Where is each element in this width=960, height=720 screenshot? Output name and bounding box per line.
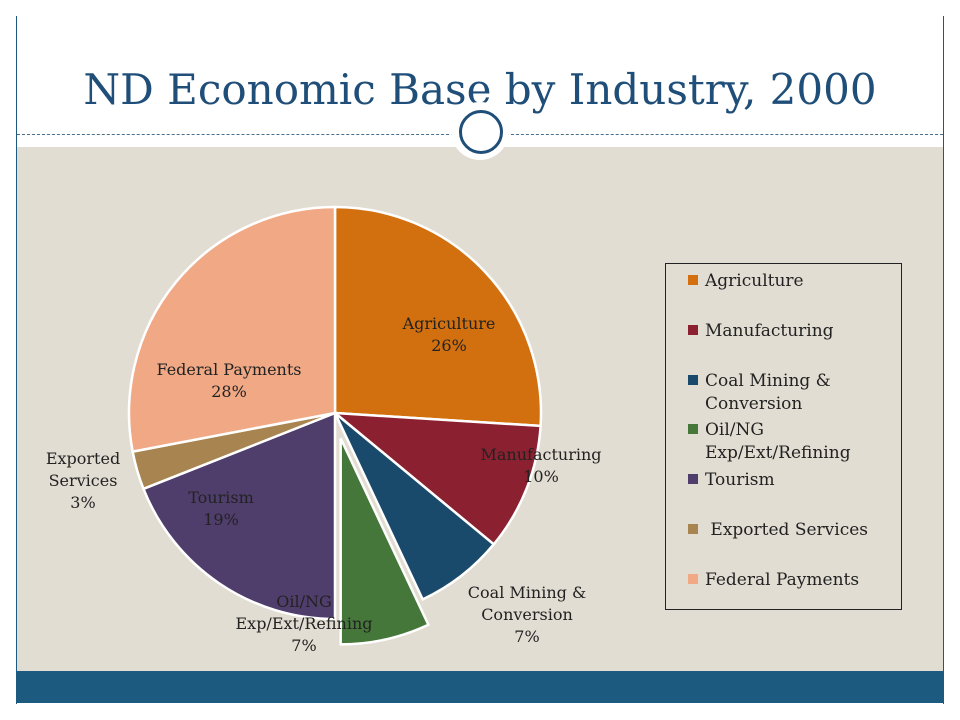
- pie-slice-coal-mining-conversion: [333, 412, 496, 602]
- data-label-exported-services: Exported Services 3%: [46, 449, 120, 512]
- data-label-coal-mining-conversion: Coal Mining & Conversion 7%: [468, 583, 586, 646]
- pie-slice-agriculture: [333, 205, 543, 428]
- legend-item-exported-services: Exported Services: [688, 519, 868, 542]
- pie-slice-oil-ng-exp-ext-refining: [339, 437, 431, 646]
- slide-frame: [16, 16, 944, 704]
- data-label-manufacturing: Manufacturing 10%: [481, 445, 602, 486]
- legend-label: Exported Services: [705, 520, 869, 540]
- legend-label: Oil/NG Exp/Ext/Refining: [705, 420, 851, 463]
- ring-icon: [459, 110, 503, 154]
- legend-swatch: [688, 424, 698, 434]
- legend-item-manufacturing: Manufacturing: [688, 320, 834, 343]
- legend-item-coal-mining-conversion: Coal Mining & Conversion: [688, 370, 831, 416]
- legend-label: Coal Mining & Conversion: [705, 371, 831, 414]
- legend-item-oil-ng-exp-ext-refining: Oil/NG Exp/Ext/Refining: [688, 419, 851, 465]
- legend-label: Tourism: [705, 470, 775, 490]
- legend-swatch: [688, 524, 698, 534]
- legend-label: Federal Payments: [705, 570, 860, 590]
- data-label-federal-payments: Federal Payments 28%: [156, 360, 301, 401]
- legend-item-tourism: Tourism: [688, 469, 775, 492]
- data-label-oil-ng-exp-ext-refining: Oil/NG Exp/Ext/Refining 7%: [235, 592, 372, 655]
- legend-item-agriculture: Agriculture: [688, 270, 804, 293]
- footer-bar: [17, 671, 943, 703]
- data-label-agriculture: Agriculture 26%: [402, 314, 496, 355]
- legend-swatch: [688, 275, 698, 285]
- legend-label: Manufacturing: [705, 321, 834, 341]
- chart-legend: Agriculture Manufacturing Coal Mining & Co…: [665, 263, 902, 610]
- data-label-tourism: Tourism 19%: [188, 488, 254, 529]
- circle-ornament: [451, 102, 509, 160]
- pie-slice-tourism: [141, 411, 337, 621]
- legend-swatch: [688, 325, 698, 335]
- legend-swatch: [688, 375, 698, 385]
- legend-swatch: [688, 574, 698, 584]
- legend-label: Agriculture: [705, 271, 804, 291]
- pie-slice-federal-payments: [127, 205, 337, 454]
- pie-slice-manufacturing: [331, 411, 542, 547]
- legend-item-federal-payments: Federal Payments: [688, 569, 859, 592]
- legend-swatch: [688, 474, 698, 484]
